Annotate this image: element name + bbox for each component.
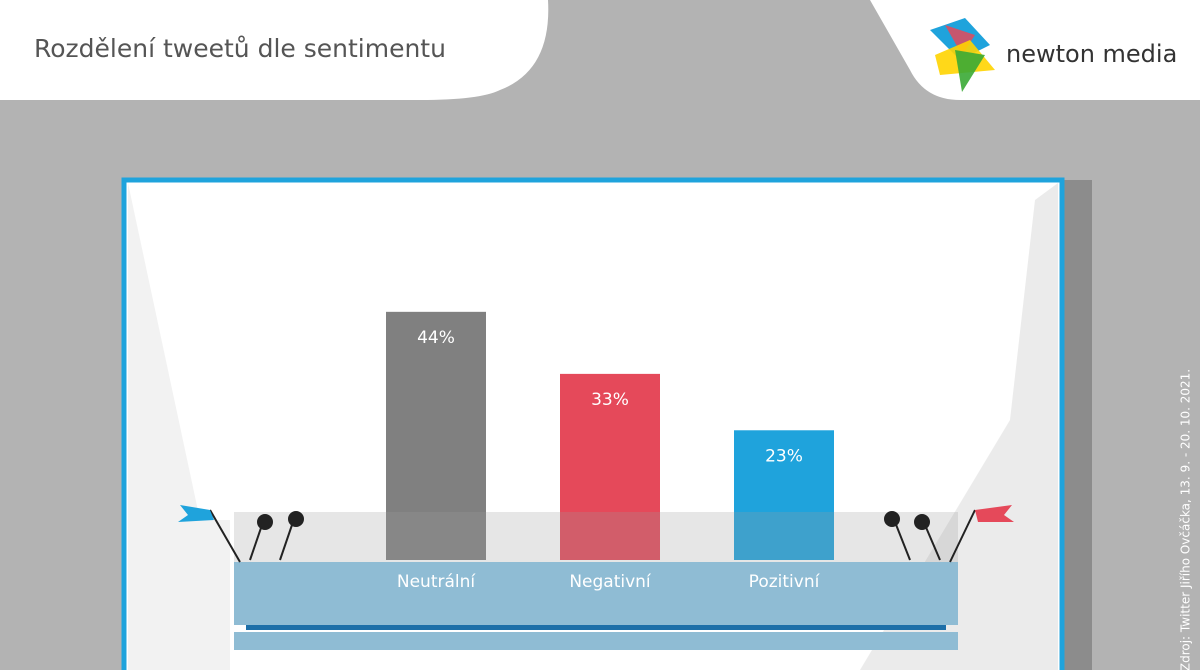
podium xyxy=(234,562,958,625)
source: Zdroj: Twitter Jiřího Ovčáčka, 13. 9. - … xyxy=(1179,369,1193,670)
screen-wall xyxy=(128,183,230,670)
x-tick-label: Pozitivní xyxy=(749,572,821,592)
logo xyxy=(930,18,995,92)
value-label: 33% xyxy=(591,390,629,410)
title-tab xyxy=(0,0,549,100)
floor xyxy=(234,512,958,562)
bar xyxy=(386,311,486,560)
brand: newton media xyxy=(1006,40,1177,68)
value-label: 44% xyxy=(417,328,455,348)
podium-base xyxy=(234,632,958,650)
bar xyxy=(734,430,834,560)
screen-shadow xyxy=(1062,180,1092,670)
podium-edge xyxy=(246,625,946,630)
value-label: 23% xyxy=(765,446,803,466)
x-tick-label: Negativní xyxy=(569,572,652,592)
chart-title: Rozdělení tweetů dle sentimentu xyxy=(34,34,446,63)
x-tick-label: Neutrální xyxy=(397,572,477,592)
bar xyxy=(560,373,660,560)
decoration xyxy=(178,505,1014,563)
screen-wall xyxy=(860,183,1058,670)
